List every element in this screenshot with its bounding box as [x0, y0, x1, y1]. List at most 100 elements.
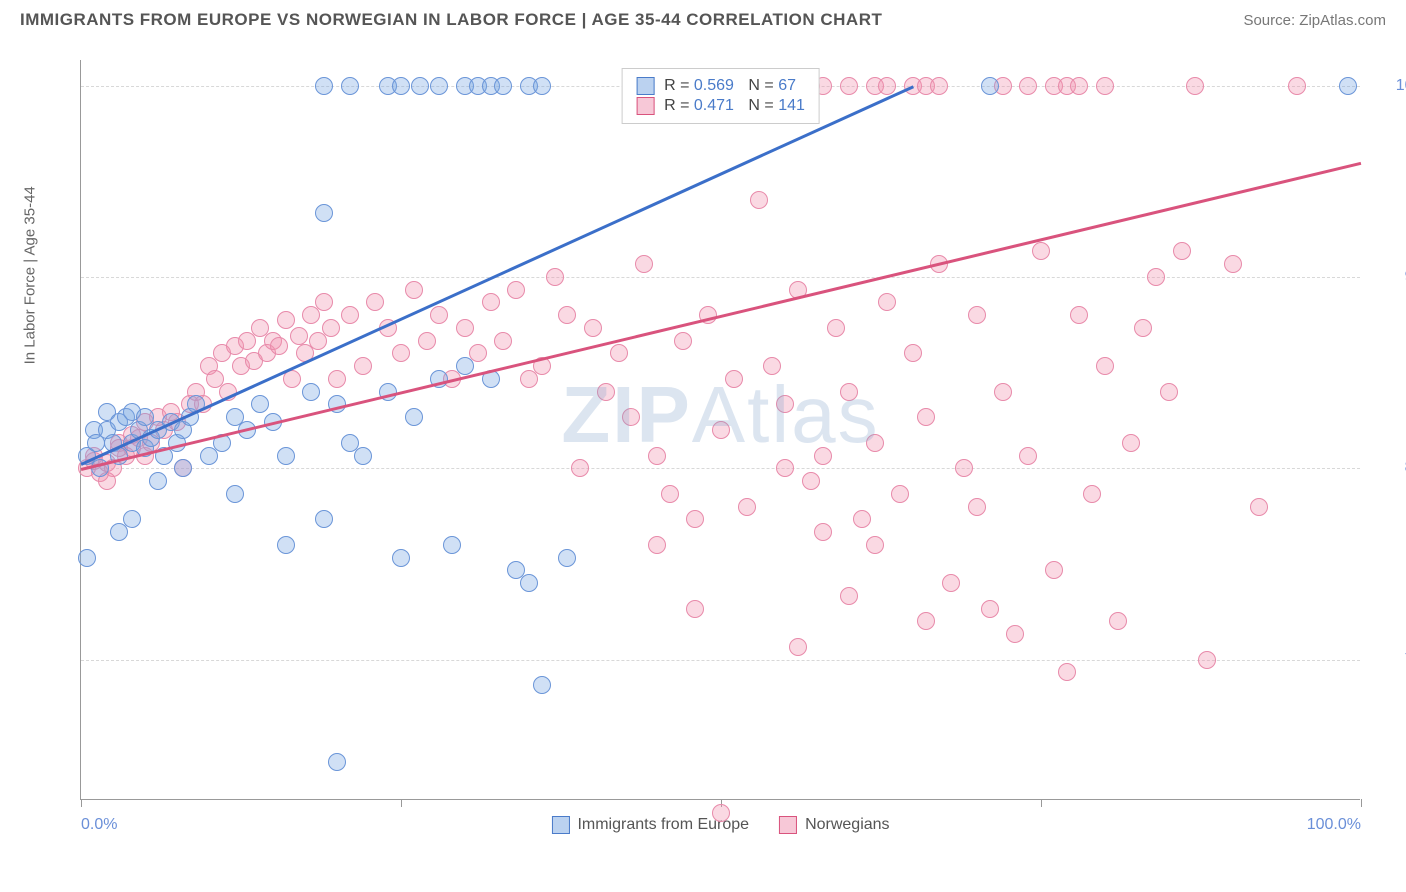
stats-row-pink: R = 0.471 N = 141 [636, 97, 805, 115]
data-point [1288, 77, 1306, 95]
y-tick-label: 77.5% [1370, 651, 1406, 669]
data-point [507, 281, 525, 299]
data-point [597, 383, 615, 401]
legend-item-pink: Norwegians [779, 816, 889, 834]
data-point [1070, 306, 1088, 324]
swatch-blue-icon [551, 816, 569, 834]
y-axis-label: In Labor Force | Age 35-44 [22, 186, 39, 364]
data-point [283, 370, 301, 388]
data-point [802, 472, 820, 490]
data-point [686, 600, 704, 618]
x-tick-label: 0.0% [81, 816, 117, 834]
data-point [917, 408, 935, 426]
data-point [1083, 485, 1101, 503]
data-point [277, 311, 295, 329]
data-point [968, 306, 986, 324]
data-point [942, 574, 960, 592]
data-point [533, 676, 551, 694]
data-point [430, 306, 448, 324]
data-point [315, 204, 333, 222]
data-point [904, 344, 922, 362]
data-point [648, 447, 666, 465]
x-tick [1041, 799, 1042, 807]
data-point [322, 319, 340, 337]
data-point [270, 337, 288, 355]
stats-row-blue: R = 0.569 N = 67 [636, 77, 805, 95]
data-point [610, 344, 628, 362]
y-tick-label: 92.5% [1370, 268, 1406, 286]
data-point [123, 510, 141, 528]
data-point [315, 510, 333, 528]
data-point [1160, 383, 1178, 401]
data-point [878, 293, 896, 311]
data-point [392, 549, 410, 567]
data-point [1045, 561, 1063, 579]
data-point [354, 357, 372, 375]
x-tick [401, 799, 402, 807]
data-point [930, 77, 948, 95]
data-point [571, 459, 589, 477]
data-point [878, 77, 896, 95]
data-point [750, 191, 768, 209]
data-point [661, 485, 679, 503]
data-point [738, 498, 756, 516]
data-point [840, 587, 858, 605]
data-point [968, 498, 986, 516]
data-point [546, 268, 564, 286]
data-point [277, 536, 295, 554]
data-point [328, 753, 346, 771]
data-point [891, 485, 909, 503]
data-point [1019, 77, 1037, 95]
data-point [622, 408, 640, 426]
gridline [81, 277, 1360, 278]
x-tick [81, 799, 82, 807]
data-point [558, 306, 576, 324]
gridline [81, 468, 1360, 469]
data-point [1006, 625, 1024, 643]
chart-container: In Labor Force | Age 35-44 ZIPAtlas R = … [50, 50, 1380, 840]
data-point [994, 383, 1012, 401]
data-point [341, 77, 359, 95]
data-point [1058, 663, 1076, 681]
data-point [341, 306, 359, 324]
data-point [1019, 447, 1037, 465]
data-point [917, 612, 935, 630]
data-point [430, 77, 448, 95]
plot-area: ZIPAtlas R = 0.569 N = 67 R = 0.471 N = … [80, 60, 1360, 800]
data-point [955, 459, 973, 477]
data-point [1339, 77, 1357, 95]
data-point [814, 447, 832, 465]
data-point [1147, 268, 1165, 286]
stats-legend: R = 0.569 N = 67 R = 0.471 N = 141 [621, 68, 820, 124]
data-point [814, 523, 832, 541]
data-point [712, 421, 730, 439]
x-tick-label: 100.0% [1307, 816, 1361, 834]
data-point [776, 395, 794, 413]
data-point [328, 370, 346, 388]
data-point [456, 319, 474, 337]
data-point [558, 549, 576, 567]
data-point [533, 77, 551, 95]
data-point [1134, 319, 1152, 337]
swatch-pink [636, 97, 654, 115]
source-attribution: Source: ZipAtlas.com [1243, 12, 1386, 29]
y-tick-label: 100.0% [1370, 77, 1406, 95]
data-point [366, 293, 384, 311]
data-point [712, 804, 730, 822]
data-point [174, 459, 192, 477]
data-point [981, 77, 999, 95]
data-point [392, 77, 410, 95]
data-point [1096, 77, 1114, 95]
data-point [494, 332, 512, 350]
data-point [443, 536, 461, 554]
data-point [520, 574, 538, 592]
data-point [354, 447, 372, 465]
data-point [290, 327, 308, 345]
data-point [840, 383, 858, 401]
data-point [78, 549, 96, 567]
data-point [482, 293, 500, 311]
data-point [226, 485, 244, 503]
data-point [981, 600, 999, 618]
data-point [648, 536, 666, 554]
data-point [1109, 612, 1127, 630]
